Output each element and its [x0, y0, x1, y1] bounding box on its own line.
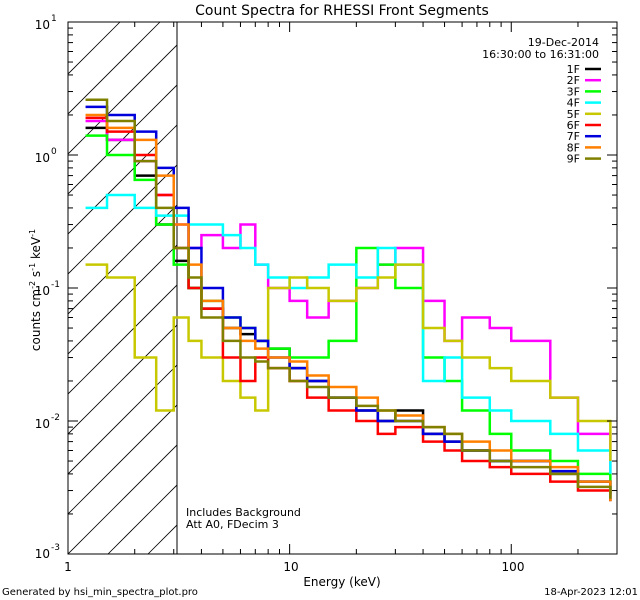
- svg-text:-3: -3: [51, 543, 60, 553]
- legend-label-5f: 5F: [567, 108, 580, 121]
- svg-text:1: 1: [51, 14, 57, 24]
- legend-label-2f: 2F: [567, 74, 580, 87]
- svg-text:10: 10: [35, 284, 50, 298]
- y-tick-label: 10 -2: [35, 413, 60, 431]
- legend-label-7f: 7F: [567, 130, 580, 143]
- svg-text:10: 10: [35, 547, 50, 561]
- series-line-8f: [85, 113, 612, 502]
- legend-label-8f: 8F: [567, 141, 580, 154]
- svg-text:-2: -2: [51, 413, 60, 423]
- legend-label-4f: 4F: [567, 97, 580, 110]
- y-tick-label: 10 0: [35, 147, 57, 165]
- svg-text:10: 10: [35, 151, 50, 165]
- y-tick-label: 10 1: [35, 14, 57, 32]
- series-line-4f: [85, 193, 612, 474]
- legend-label-3f: 3F: [567, 85, 580, 98]
- svg-text:0: 0: [51, 147, 57, 157]
- x-tick-label: 10: [283, 560, 298, 574]
- svg-text:10: 10: [35, 18, 50, 32]
- y-tick-label: 10 -3: [35, 543, 60, 561]
- legend-label-6f: 6F: [567, 119, 580, 132]
- svg-text:-1: -1: [51, 280, 60, 290]
- x-tick-label: 1: [64, 560, 72, 574]
- legend-label-1f: 1F: [567, 63, 580, 76]
- series-line-5f: [85, 263, 612, 462]
- x-axis-label: Energy (keV): [303, 575, 380, 589]
- series-line-1f: [85, 126, 612, 502]
- date-label: 19-Dec-2014: [528, 36, 599, 49]
- series-line-9f: [85, 98, 612, 499]
- y-tick-label: 10 -1: [35, 280, 60, 298]
- series-line-3f: [85, 134, 612, 495]
- chart-title: Count Spectra for RHESSI Front Segments: [195, 3, 489, 19]
- generated-by-label: Generated by hsi_min_spectra_plot.pro: [2, 587, 198, 598]
- svg-text:10: 10: [35, 417, 50, 431]
- x-tick-label: 100: [502, 560, 525, 574]
- background-note: Includes Background: [186, 506, 301, 519]
- attenuator-note: Att A0, FDecim 3: [186, 518, 279, 531]
- time-range-label: 16:30:00 to 16:31:00: [482, 48, 599, 61]
- y-axis-label: counts cm-2 s-1 keV-1: [28, 229, 43, 351]
- timestamp-label: 18-Apr-2023 12:01: [544, 587, 638, 598]
- legend-label-9f: 9F: [567, 153, 580, 166]
